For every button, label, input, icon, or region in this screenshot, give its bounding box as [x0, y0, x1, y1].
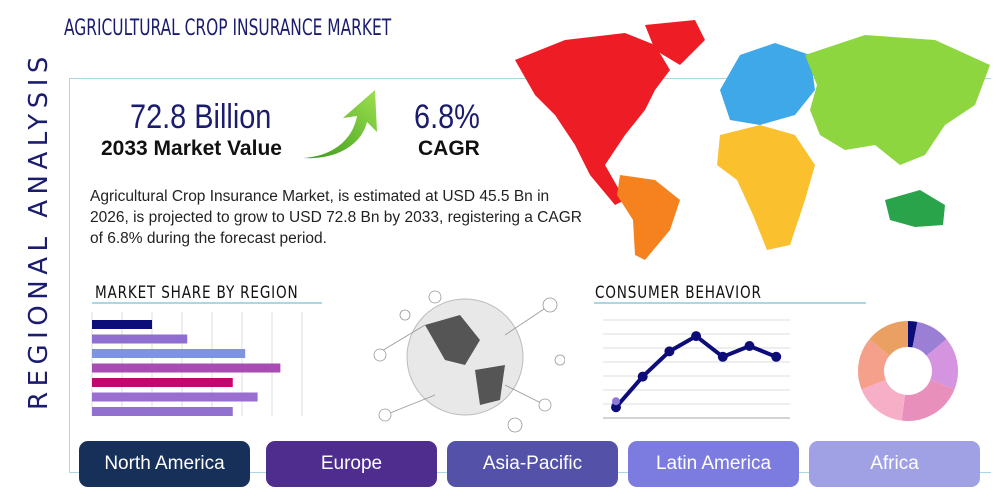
bar [92, 334, 188, 344]
network-globe-icon [373, 290, 565, 433]
region-button-north-america[interactable]: North America [79, 441, 250, 487]
bar [92, 392, 258, 402]
bar [92, 320, 153, 329]
market-share-bars [91, 312, 303, 416]
region-button-asia-pacific[interactable]: Asia-Pacific [447, 441, 618, 487]
bar [92, 407, 233, 416]
line-point [744, 341, 755, 351]
consumer-behavior-heading: CONSUMER BEHAVIOR [595, 283, 762, 303]
bar [92, 363, 281, 373]
side-label: REGIONAL ANALYSIS [24, 51, 54, 410]
cagr-label: CAGR [418, 137, 480, 160]
market-value: 72.8 Billion [130, 98, 272, 136]
bar [92, 378, 233, 387]
line-point [637, 371, 648, 382]
donut-slice [926, 339, 958, 390]
line-point [691, 331, 702, 342]
line-point [611, 402, 621, 413]
consumer-behavior-donut [858, 321, 958, 421]
line-point [771, 351, 782, 362]
donut-slice [912, 321, 947, 356]
region-button-europe[interactable]: Europe [266, 441, 437, 487]
map-greenland [645, 20, 705, 65]
region-button-latin-america[interactable]: Latin America [628, 441, 799, 487]
world-map [515, 20, 990, 260]
consumer-behavior-line [603, 319, 790, 419]
map-africa [717, 125, 815, 250]
line-point [664, 346, 675, 357]
line-point [612, 397, 620, 406]
donut-slice [908, 321, 918, 348]
donut-slice [861, 379, 905, 421]
market-value-label: 2033 Market Value [101, 137, 282, 160]
page-title: AGRICULTURAL CROP INSURANCE MARKET [64, 16, 392, 41]
region-button-africa[interactable]: Africa [809, 441, 980, 487]
market-share-heading: MARKET SHARE BY REGION [95, 283, 299, 303]
divider [594, 302, 866, 304]
divider [92, 302, 322, 304]
map-north-america [515, 33, 670, 205]
map-oceania [885, 190, 945, 227]
donut-slice [869, 321, 908, 356]
bar [92, 349, 246, 358]
map-asia [805, 35, 990, 165]
donut-slice [858, 339, 890, 390]
cagr-value: 6.8% [414, 98, 480, 136]
growth-arrow-icon [303, 90, 377, 159]
donut-slice [901, 379, 955, 421]
line-point [717, 351, 728, 362]
map-south-america [617, 175, 680, 260]
description: Agricultural Crop Insurance Market, is e… [90, 188, 582, 247]
map-europe [720, 43, 815, 125]
